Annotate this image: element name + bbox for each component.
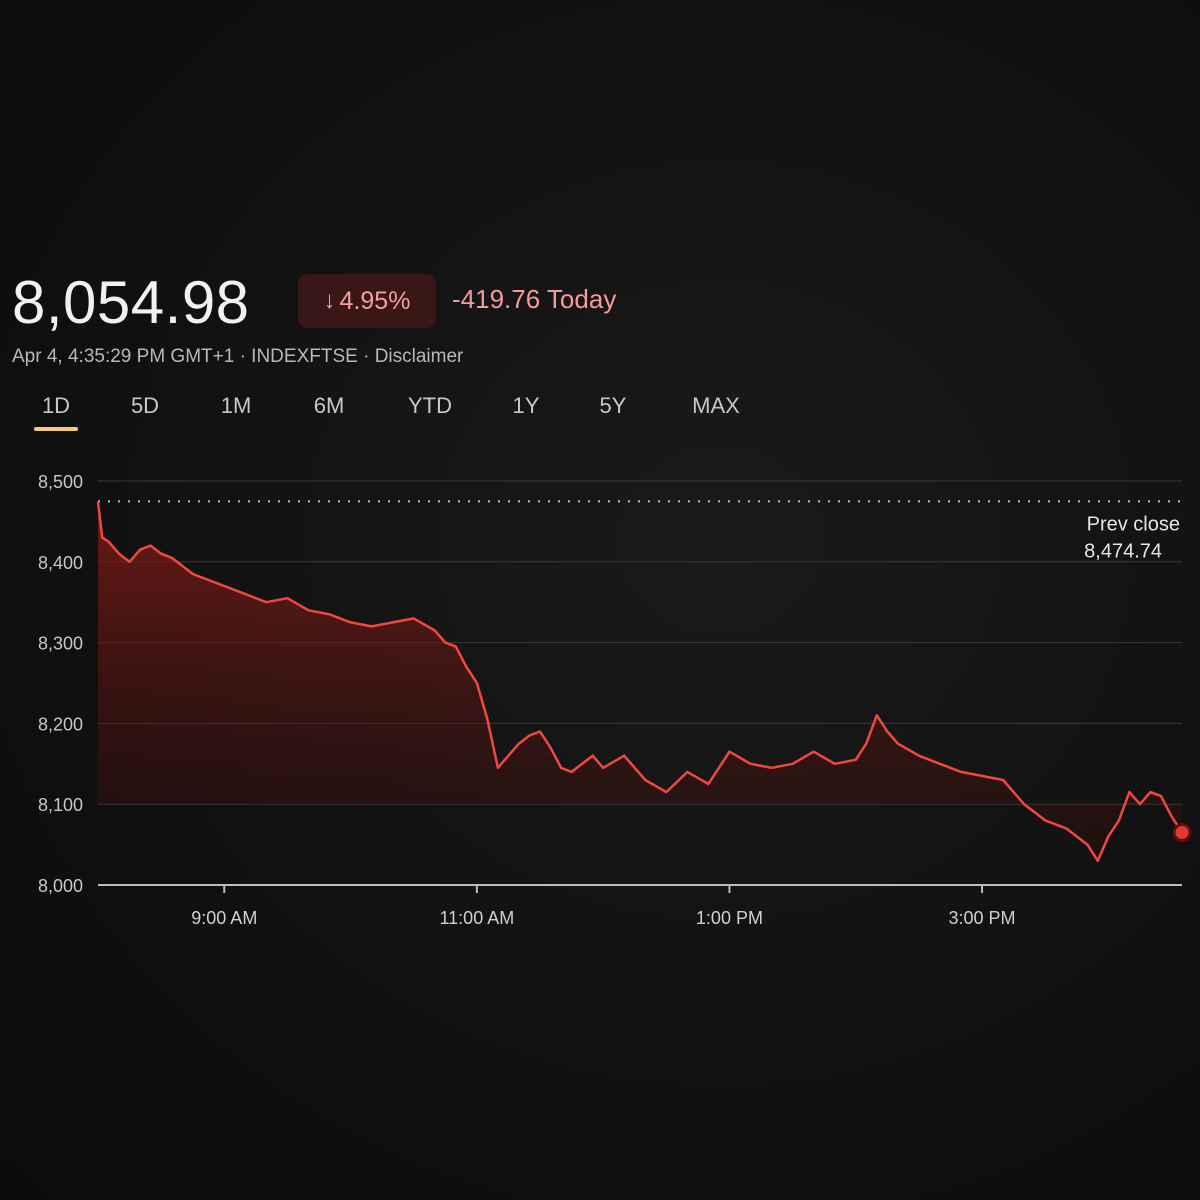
tab-6m[interactable]: 6M xyxy=(313,393,345,418)
x-tick-label: 1:00 PM xyxy=(696,908,763,928)
y-tick-label: 8,300 xyxy=(38,634,83,654)
tab-1d[interactable]: 1D xyxy=(41,393,71,418)
tab-1y[interactable]: 1Y xyxy=(512,393,540,418)
y-tick-label: 8,100 xyxy=(38,795,83,815)
tab-ytd[interactable]: YTD xyxy=(408,393,452,418)
x-tick-label: 9:00 AM xyxy=(191,908,257,928)
tab-1m[interactable]: 1M xyxy=(220,393,252,418)
prev-close-label: Prev close xyxy=(1087,513,1180,535)
arrow-down-icon: ↓ xyxy=(323,287,336,314)
x-tick-label: 3:00 PM xyxy=(949,908,1016,928)
y-axis: 8,500 8,400 8,300 8,200 8,100 8,000 xyxy=(38,472,83,896)
change-percent-badge: ↓ 4.95% xyxy=(298,274,436,328)
change-today: -419.76 Today xyxy=(452,284,617,314)
y-tick-label: 8,200 xyxy=(38,714,83,734)
change-percent-text: 4.95% xyxy=(339,286,411,315)
price-meta: Apr 4, 4:35:29 PM GMT+1 · INDEXFTSE · Di… xyxy=(12,346,464,367)
active-tab-indicator xyxy=(34,427,78,431)
x-axis: 9:00 AM 11:00 AM 1:00 PM 3:00 PM xyxy=(98,884,1182,928)
tab-max[interactable]: MAX xyxy=(692,393,740,418)
y-tick-label: 8,000 xyxy=(38,876,83,896)
price-area-fill xyxy=(98,502,1182,861)
y-tick-label: 8,400 xyxy=(38,553,83,573)
tab-5y[interactable]: 5Y xyxy=(599,393,627,418)
current-price: 8,054.98 xyxy=(12,269,250,336)
y-tick-label: 8,500 xyxy=(38,472,83,492)
prev-close-value: 8,474.74 xyxy=(1084,540,1162,562)
price-line xyxy=(96,501,1184,863)
x-tick-label: 11:00 AM xyxy=(440,908,515,928)
tab-5d[interactable]: 5D xyxy=(130,393,160,418)
last-price-dot xyxy=(1172,822,1192,842)
timeframe-tabs: 1D 5D 1M 6M YTD 1Y 5Y MAX xyxy=(0,393,800,437)
